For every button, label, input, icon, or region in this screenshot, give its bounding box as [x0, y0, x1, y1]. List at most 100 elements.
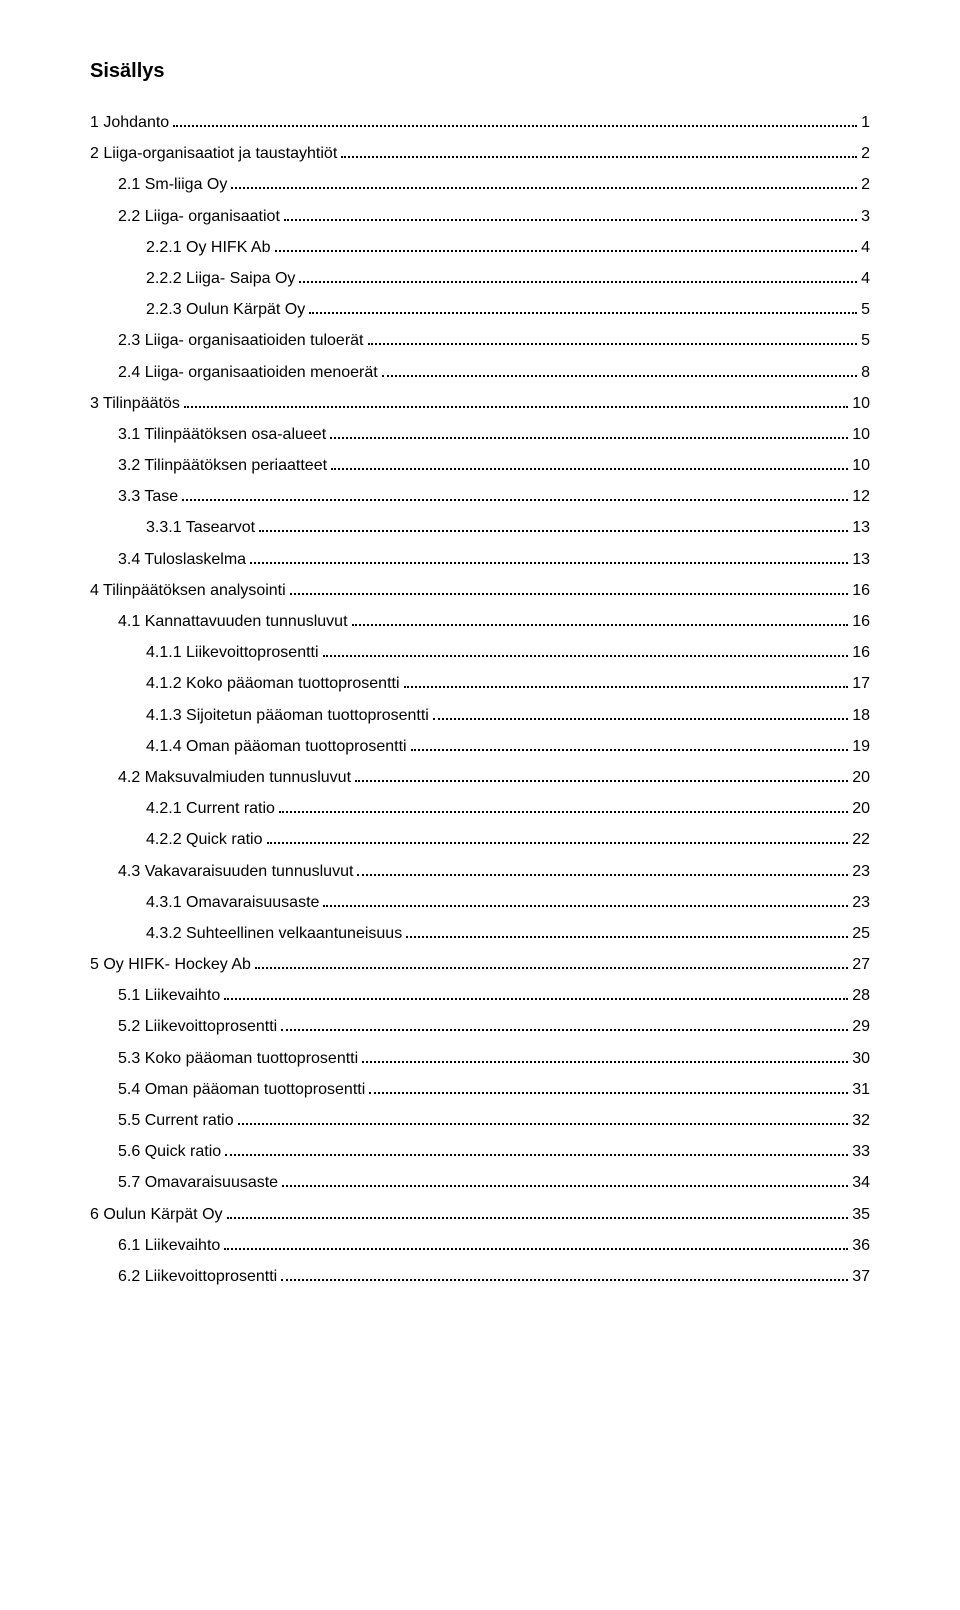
toc-entry-page: 20: [852, 762, 870, 793]
toc-list: 1 Johdanto 1 2 Liiga-organisaatiot ja taus…: [90, 107, 870, 1292]
toc-leader-dots: [299, 270, 857, 283]
toc-entry-label: 5 Oy HIFK- Hockey Ab: [90, 949, 251, 980]
toc-entry-page: 10: [852, 450, 870, 481]
toc-leader-dots: [182, 488, 848, 501]
toc-leader-dots: [281, 1268, 848, 1281]
toc-leader-dots: [357, 862, 848, 875]
toc-entry-label: 4.1.4 Oman pääoman tuottoprosentti: [146, 731, 407, 762]
toc-entry: 4.1.1 Liikevoittoprosentti16: [90, 637, 870, 668]
toc-entry-label: 4.1 Kannattavuuden tunnusluvut: [118, 606, 348, 637]
toc-entry-label: 4.3.1 Omavaraisuusaste: [146, 887, 319, 918]
toc-entry: 3.3.1 Tasearvot 13: [90, 512, 870, 543]
toc-entry: 4.1.2 Koko pääoman tuottoprosentti 17: [90, 668, 870, 699]
toc-page: Sisällys 1 Johdanto 1 2 Liiga-organisaatio…: [0, 0, 960, 1352]
toc-leader-dots: [352, 613, 849, 626]
toc-entry-page: 28: [852, 980, 870, 1011]
toc-entry-page: 10: [852, 388, 870, 419]
toc-entry-page: 12: [852, 481, 870, 512]
toc-entry-page: 4: [861, 263, 870, 294]
toc-entry-page: 5: [861, 294, 870, 325]
toc-leader-dots: [255, 956, 848, 969]
toc-entry-label: 3.4 Tuloslaskelma: [118, 544, 246, 575]
toc-leader-dots: [369, 1081, 848, 1094]
toc-entry: 2.2.3 Oulun Kärpät Oy 5: [90, 294, 870, 325]
toc-entry: 5.3 Koko pääoman tuottoprosentti30: [90, 1043, 870, 1074]
toc-leader-dots: [281, 1018, 848, 1031]
toc-entry: 4.1.4 Oman pääoman tuottoprosentti19: [90, 731, 870, 762]
toc-leader-dots: [382, 363, 857, 376]
toc-entry-page: 13: [852, 512, 870, 543]
toc-entry: 5.7 Omavaraisuusaste34: [90, 1167, 870, 1198]
toc-entry-label: 4.2.1 Current ratio: [146, 793, 275, 824]
toc-entry: 2.2.2 Liiga- Saipa Oy 4: [90, 263, 870, 294]
toc-entry-page: 36: [852, 1230, 870, 1261]
toc-entry: 2.4 Liiga- organisaatioiden menoerät8: [90, 357, 870, 388]
toc-leader-dots: [433, 706, 848, 719]
toc-leader-dots: [309, 301, 857, 314]
toc-leader-dots: [368, 332, 858, 345]
toc-entry-label: 4.3.2 Suhteellinen velkaantuneisuus: [146, 918, 402, 949]
toc-leader-dots: [341, 145, 857, 158]
toc-entry-page: 16: [852, 606, 870, 637]
toc-entry-page: 35: [852, 1199, 870, 1230]
toc-entry-page: 2: [861, 138, 870, 169]
toc-entry: 4.1 Kannattavuuden tunnusluvut 16: [90, 606, 870, 637]
toc-entry: 4.2.1 Current ratio 20: [90, 793, 870, 824]
toc-entry-page: 30: [852, 1043, 870, 1074]
toc-entry-page: 29: [852, 1011, 870, 1042]
toc-entry-label: 5.4 Oman pääoman tuottoprosentti: [118, 1074, 365, 1105]
toc-entry-label: 2 Liiga-organisaatiot ja taustayhtiöt: [90, 138, 337, 169]
toc-entry-label: 4.2 Maksuvalmiuden tunnusluvut: [118, 762, 351, 793]
toc-entry-label: 4.1.2 Koko pääoman tuottoprosentti: [146, 668, 400, 699]
toc-entry: 3.1 Tilinpäätöksen osa-alueet 10: [90, 419, 870, 450]
toc-entry-label: 4.1.3 Sijoitetun pääoman tuottoprosentti: [146, 700, 429, 731]
toc-entry: 5.6 Quick ratio33: [90, 1136, 870, 1167]
toc-entry-page: 25: [852, 918, 870, 949]
toc-entry: 6.2 Liikevoittoprosentti37: [90, 1261, 870, 1292]
toc-entry: 3 Tilinpäätös 10: [90, 388, 870, 419]
toc-leader-dots: [250, 550, 848, 563]
toc-entry-label: 5.6 Quick ratio: [118, 1136, 221, 1167]
toc-leader-dots: [224, 987, 848, 1000]
toc-entry-label: 2.2.1 Oy HIFK Ab: [146, 232, 271, 263]
toc-leader-dots: [231, 176, 857, 189]
toc-entry: 1 Johdanto 1: [90, 107, 870, 138]
toc-entry-page: 32: [852, 1105, 870, 1136]
toc-entry-label: 6 Oulun Kärpät Oy: [90, 1199, 223, 1230]
toc-entry: 2.3 Liiga- organisaatioiden tuloerät5: [90, 325, 870, 356]
toc-leader-dots: [259, 519, 848, 532]
toc-entry-page: 16: [852, 575, 870, 606]
toc-leader-dots: [227, 1205, 849, 1218]
toc-entry: 2.2 Liiga- organisaatiot3: [90, 201, 870, 232]
toc-entry-page: 10: [852, 419, 870, 450]
toc-leader-dots: [275, 239, 858, 252]
toc-entry-label: 4.1.1 Liikevoittoprosentti: [146, 637, 319, 668]
toc-entry-label: 2.2.3 Oulun Kärpät Oy: [146, 294, 305, 325]
toc-entry-page: 23: [852, 887, 870, 918]
toc-entry-label: 4 Tilinpäätöksen analysointi: [90, 575, 286, 606]
toc-leader-dots: [362, 1049, 848, 1062]
toc-entry-label: 3 Tilinpäätös: [90, 388, 180, 419]
toc-title: Sisällys: [90, 60, 870, 83]
toc-entry-page: 1: [861, 107, 870, 138]
toc-entry-label: 2.2.2 Liiga- Saipa Oy: [146, 263, 295, 294]
toc-entry-label: 5.2 Liikevoittoprosentti: [118, 1011, 277, 1042]
toc-leader-dots: [238, 1112, 849, 1125]
toc-entry: 4.3.1 Omavaraisuusaste 23: [90, 887, 870, 918]
toc-entry-label: 5.5 Current ratio: [118, 1105, 234, 1136]
toc-entry-page: 27: [852, 949, 870, 980]
toc-entry-page: 18: [852, 700, 870, 731]
toc-leader-dots: [330, 426, 848, 439]
toc-entry-label: 3.3.1 Tasearvot: [146, 512, 255, 543]
toc-entry: 5.5 Current ratio 32: [90, 1105, 870, 1136]
toc-entry-page: 8: [861, 357, 870, 388]
toc-entry-page: 17: [852, 668, 870, 699]
toc-leader-dots: [267, 831, 849, 844]
toc-leader-dots: [406, 925, 848, 938]
toc-entry-label: 2.2 Liiga- organisaatiot: [118, 201, 280, 232]
toc-entry-page: 4: [861, 232, 870, 263]
toc-entry: 4.2.2 Quick ratio22: [90, 824, 870, 855]
toc-entry-label: 1 Johdanto: [90, 107, 169, 138]
toc-entry-page: 20: [852, 793, 870, 824]
toc-entry-label: 3.1 Tilinpäätöksen osa-alueet: [118, 419, 326, 450]
